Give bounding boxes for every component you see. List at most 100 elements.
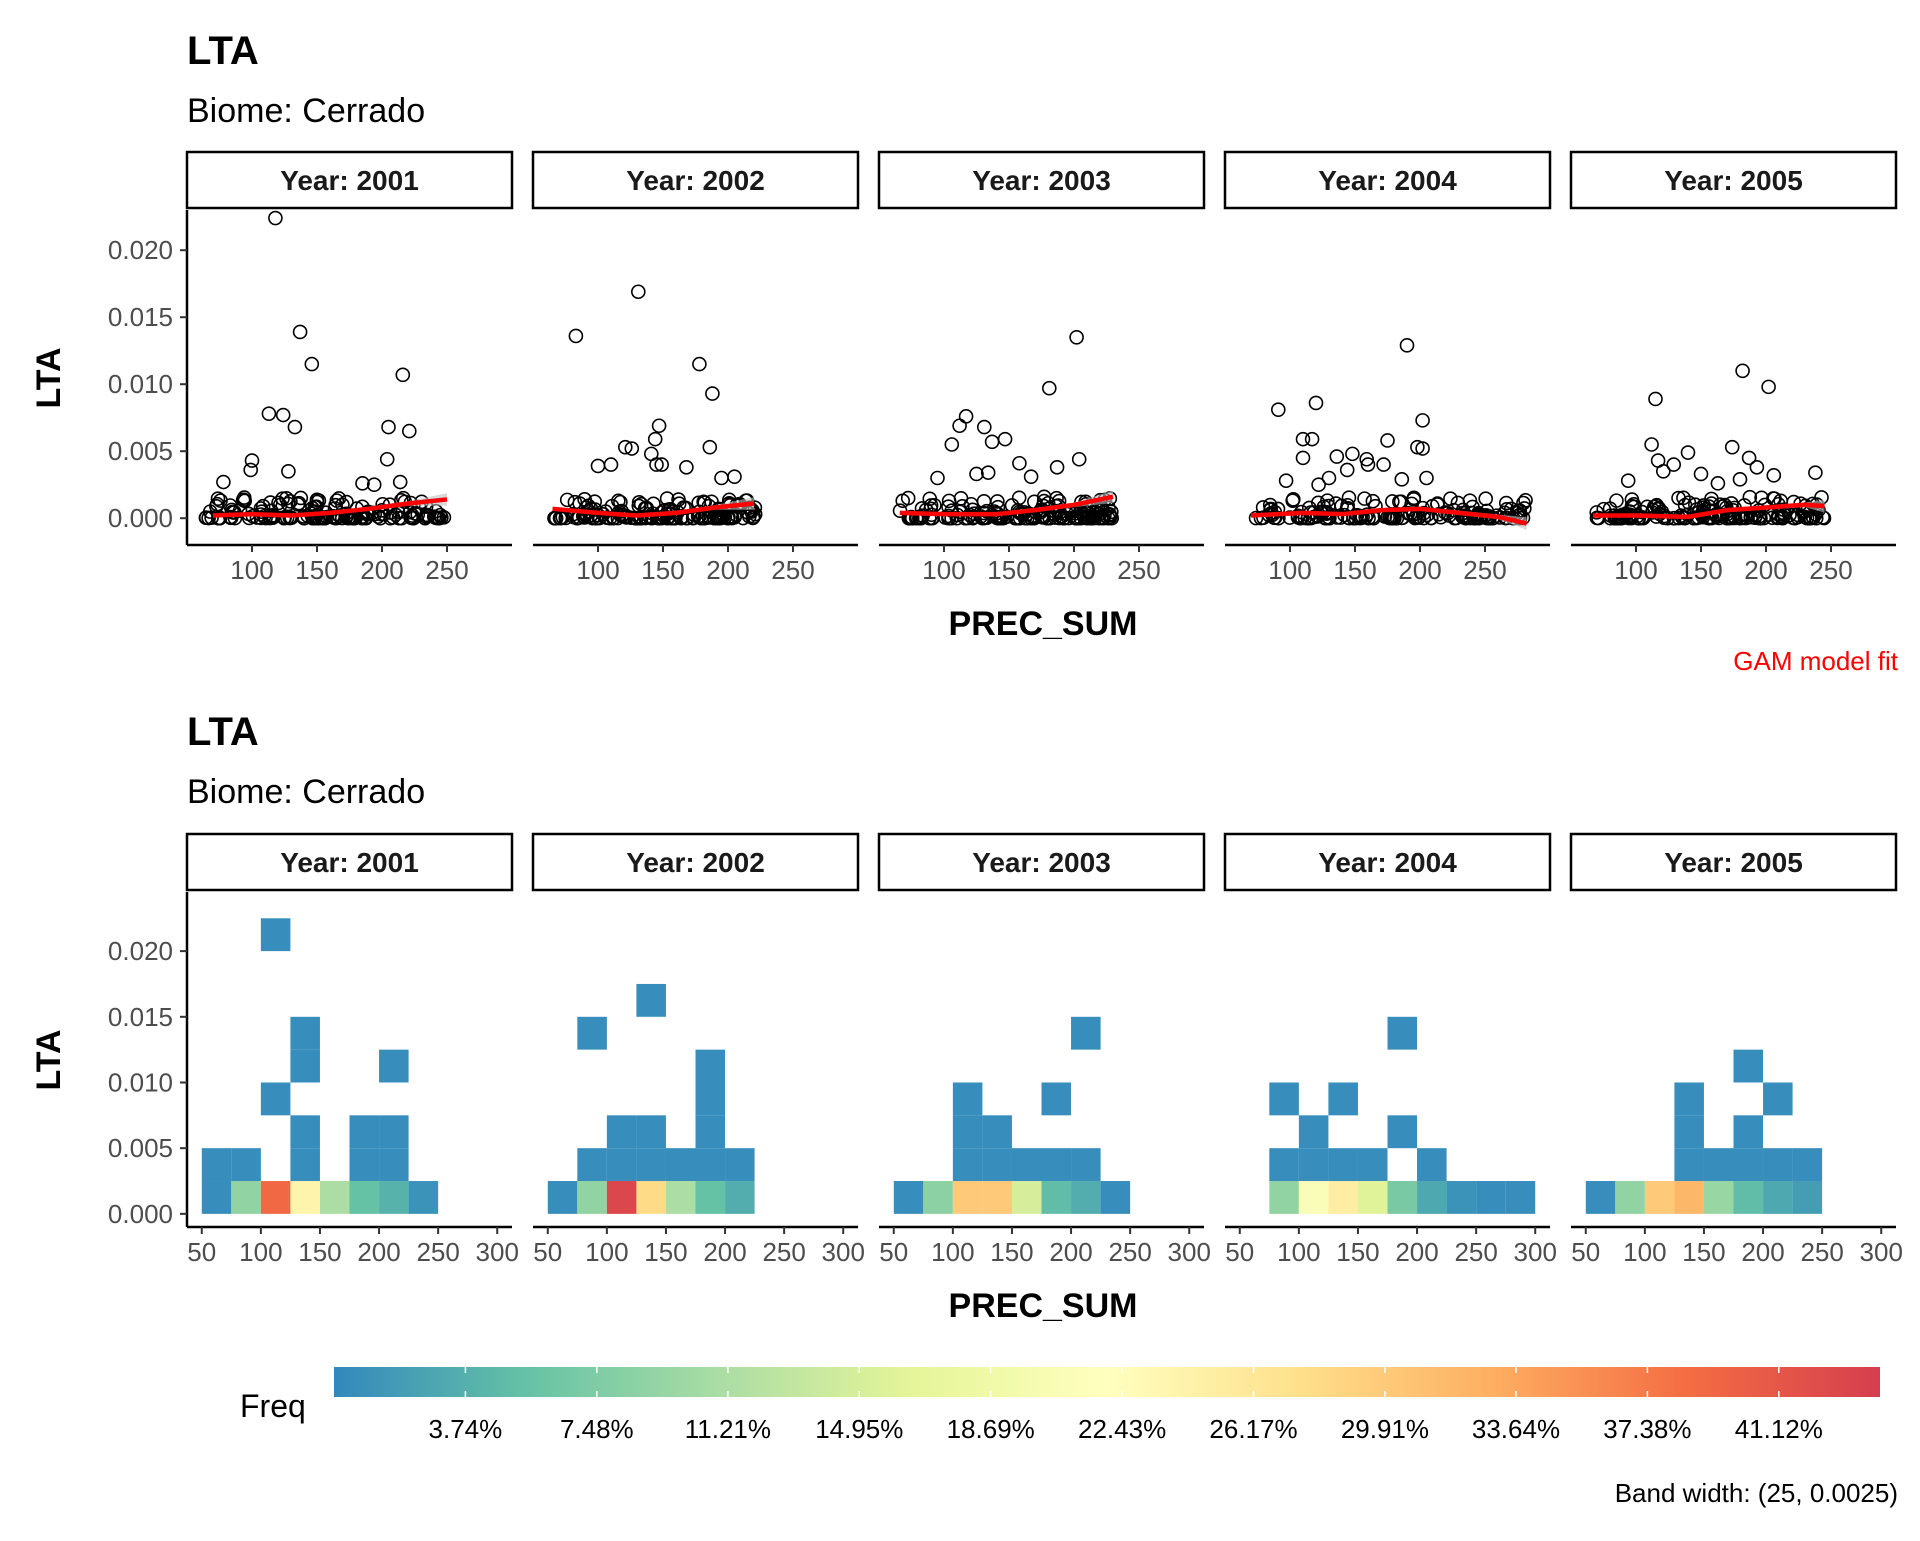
legend-label-6: 26.17% [1209,1414,1297,1444]
heatmap-tile [725,1148,755,1182]
heatmap-tile [1703,1181,1734,1214]
top-x-tick-label-2001-200: 200 [360,555,403,585]
heatmap-tile [982,1148,1012,1182]
legend-label-7: 29.91% [1341,1414,1429,1444]
scatter-point-outlier [292,324,308,340]
scatter-point-outlier [1380,433,1395,448]
heatmap-tile [1328,1148,1358,1182]
heatmap-tile [577,1181,607,1214]
heatmap-tile [577,1016,607,1050]
scatter-point-outlier [1415,441,1430,456]
bottom-x-tick-label-2001-150: 150 [298,1237,341,1267]
scatter-point-outlier [649,457,664,472]
heatmap-tile [408,1181,439,1214]
scatter-point-outlier [1710,476,1726,491]
scatter-point-outlier [379,451,395,467]
heatmap-tile [1733,1148,1764,1182]
bottom-x-tick-label-2003-200: 200 [1049,1237,1092,1267]
scatter-point [1478,491,1494,507]
legend-label-5: 22.43% [1078,1414,1166,1444]
scatter-point [1290,510,1306,525]
scatter-point [1799,510,1815,526]
heatmap-tile [201,1181,232,1214]
top-y-tick-label-4: 0.020 [108,235,173,265]
scatter-point-outlier [702,439,718,455]
scatter-point [1271,510,1286,526]
scatter-point-outlier [1761,379,1776,395]
heatmap-tile [606,1181,637,1214]
bottom-x-tick-label-2001-50: 50 [187,1237,216,1267]
scatter-point-outlier [1680,445,1696,460]
bottom-x-tick-label-2004-100: 100 [1277,1237,1320,1267]
bottom-x-tick-label-2001-300: 300 [476,1237,519,1267]
scatter-point-outlier [281,463,296,479]
bottom-x-tick-label-2002-50: 50 [533,1237,562,1267]
heatmap-tile [1357,1148,1388,1182]
scatter-point-outlier [1735,363,1750,379]
scatter-point [279,490,294,506]
legend-colorbar [334,1367,1880,1397]
heatmap-tile [379,1115,409,1149]
scatter-point [1776,502,1791,518]
scatter-point [210,491,226,506]
top-y-tick-label-3: 0.015 [108,302,173,332]
scatter-point [941,493,957,509]
top-x-tick-label-2004-150: 150 [1333,555,1376,585]
scatter-point [1416,505,1432,521]
scatter-point [236,492,252,508]
top-strip-2005 [1569,150,1898,210]
scatter-point-outlier [1749,459,1765,475]
scatter-point-outlier [1359,451,1374,467]
scatter-point [258,510,273,526]
scatter-point-outlier [1308,395,1324,411]
top-y-tick-label-0: 0.000 [108,503,173,533]
scatter-point [309,492,325,508]
heatmap-tile [349,1115,380,1149]
color-legend: 3.74% 7.48% 11.21% 14.95% 18.69% 22.43% 26.17%… [334,1367,1880,1444]
heatmap-tile [201,1148,232,1182]
scatter-point [903,509,919,525]
scatter-point-outlier [654,457,670,472]
legend-label-4: 18.69% [947,1414,1035,1444]
scatter-point-outlier [1648,391,1663,407]
scatter-point [1077,510,1093,526]
heatmap-tile [290,1181,320,1214]
scatter-point [646,496,661,512]
top-panel-2005: Year: 2005 [1569,150,1898,526]
gam-fit-line [212,497,448,518]
heatmap-tile [1674,1082,1704,1116]
top-panel-2001: Year: 2001 [185,150,514,526]
heatmap-tile [636,983,666,1017]
heatmap-tile [290,1148,320,1182]
heatmap-tile [1505,1181,1536,1214]
scatter-point-outlier [958,409,974,424]
top-plot-caption: GAM model fit [1733,646,1898,676]
heatmap-tile [695,1049,726,1083]
scatter-point [967,509,982,525]
scatter-point-outlier [381,419,396,435]
scatter-point-outlier [603,457,619,472]
top-x-tick-label-2003-250: 250 [1117,555,1160,585]
heatmap-tile [1733,1181,1764,1214]
heatmap-tile [725,1181,755,1214]
scatter-point-outlier [727,469,742,484]
scatter-point [1443,491,1458,506]
heatmap-tile [606,1148,637,1182]
scatter-point-outlier [1360,457,1376,472]
scatter-point-outlier [1069,329,1084,345]
bottom-strip-2005 [1569,832,1898,892]
bottom-x-tick-label-2002-300: 300 [822,1237,865,1267]
top-strip-label-2003: Year: 2003 [972,165,1111,196]
heatmap-tile [1417,1181,1447,1214]
bottom-x-tick-label-2001-200: 200 [357,1237,400,1267]
scatter-point [290,497,306,512]
scatter-point [713,510,728,526]
scatter-point [1786,494,1802,510]
heatmap-tile [260,918,291,952]
bottom-x-tick-label-2005-300: 300 [1860,1237,1903,1267]
bottom-x-tick-label-2003-150: 150 [990,1237,1033,1267]
scatter-point [1056,510,1071,526]
top-x-tick-label-2002-100: 100 [576,555,619,585]
heatmap-tile [1357,1181,1388,1214]
bottom-panel-2001: Year: 2001 [185,832,514,1214]
